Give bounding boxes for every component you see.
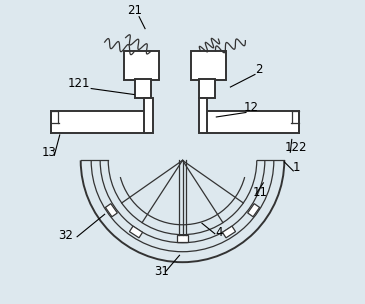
Bar [145,98,153,133]
Bar [135,79,151,98]
Bar [51,111,147,133]
Text: 31: 31 [154,265,169,278]
Bar [222,226,235,238]
Bar [124,51,158,80]
Text: 2: 2 [255,63,262,76]
Text: 1: 1 [292,161,300,174]
Bar [248,204,260,217]
Bar [192,51,226,80]
Text: 12: 12 [244,101,259,114]
Bar [199,98,207,133]
Text: 121: 121 [68,77,91,90]
Bar [203,111,299,133]
Bar [199,79,215,98]
Text: 4: 4 [215,226,223,239]
Bar [105,204,117,217]
Text: 21: 21 [127,4,142,17]
Text: 11: 11 [253,186,268,199]
Text: 32: 32 [58,229,73,242]
Text: 122: 122 [285,140,308,154]
Bar [130,226,143,238]
Text: 13: 13 [41,146,56,159]
Bar [177,235,188,242]
